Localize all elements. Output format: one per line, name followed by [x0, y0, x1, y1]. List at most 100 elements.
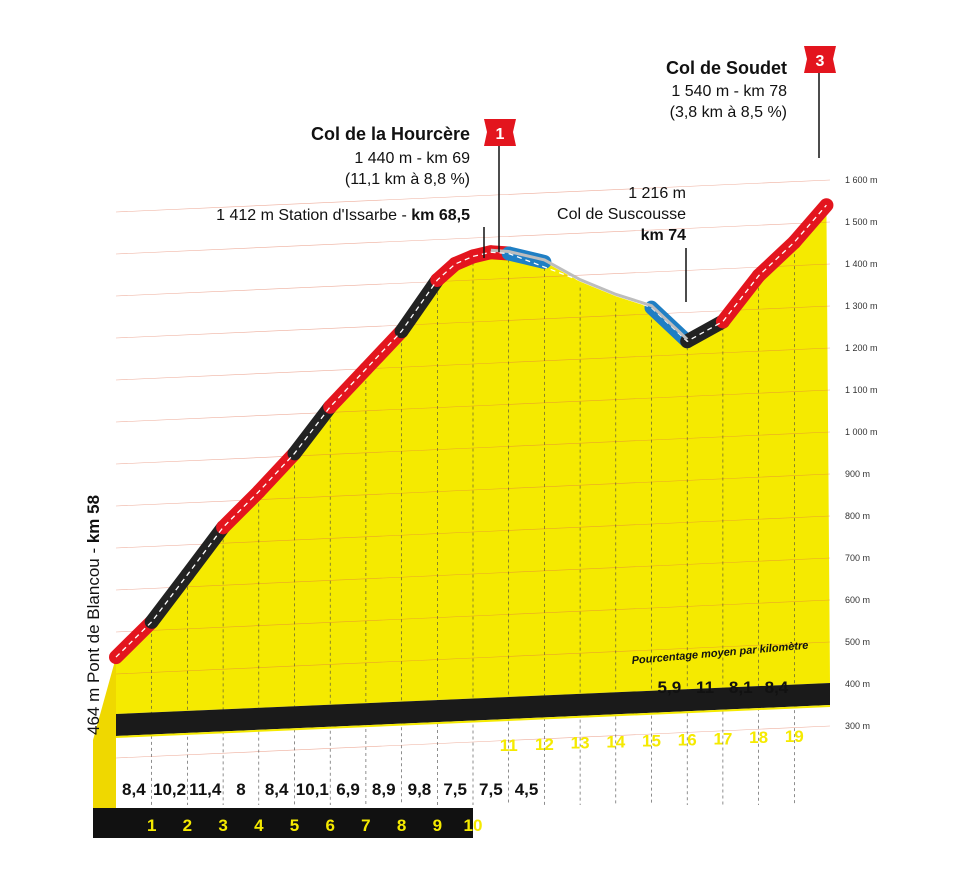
y-tick-label: 1 600 m — [845, 175, 878, 185]
gradient-label-km-1: 8,4 — [122, 780, 146, 799]
y-tick-label: 1 200 m — [845, 343, 878, 353]
soudet-stats: (3,8 km à 8,5 %) — [670, 104, 787, 121]
y-tick-label: 1 100 m — [845, 385, 878, 395]
gradient-labels: 8,4 10,2 11,4 8 8,4 10,1 6,9 8,9 9,8 7,5 7,5 4,5 5,9… — [122, 678, 789, 799]
gridline-1300 — [115, 305, 831, 339]
gridline-1600 — [115, 179, 831, 213]
km-marker-13: 13 — [571, 734, 590, 753]
y-tick-label: 300 m — [845, 721, 870, 731]
y-tick-label: 900 m — [845, 469, 870, 479]
km-marker-9: 9 — [433, 816, 442, 835]
annotation-suscousse: 1 216 m Col de Suscousse km 74 — [557, 185, 687, 302]
hourcere-stats: (11,1 km à 8,8 %) — [345, 171, 470, 188]
gradient-label-km-6: 10,1 — [296, 780, 329, 799]
gridline-700 — [115, 557, 831, 591]
km-marker-8: 8 — [397, 816, 406, 835]
gradient-label-km-2: 10,2 — [153, 780, 186, 799]
km-marker-16: 16 — [678, 730, 697, 749]
km-marker-12: 12 — [535, 735, 554, 754]
annotation-issarbe: 1 412 m Station d'Issarbe - km 68,5 — [216, 207, 485, 258]
elevation-axis-labels: 1 600 m 1 500 m 1 400 m 1 300 m 1 200 m 1 100… — [845, 175, 878, 731]
y-tick-label: 800 m — [845, 511, 870, 521]
gridline-900 — [115, 473, 831, 507]
y-tick-label: 700 m — [845, 553, 870, 563]
km-marker-1: 1 — [147, 816, 156, 835]
km-marker-4: 4 — [254, 816, 264, 835]
gradient-label-km-11: 7,5 — [479, 780, 503, 799]
gradient-label-km-7: 6,9 — [336, 780, 360, 799]
km-marker-5: 5 — [290, 816, 299, 835]
km-marker-3: 3 — [218, 816, 227, 835]
km-marker-14: 14 — [606, 733, 625, 752]
category-flag-1-number: 1 — [496, 126, 505, 143]
y-tick-label: 1 300 m — [845, 301, 878, 311]
elevation-gridlines — [115, 179, 831, 759]
soudet-elevation: 1 540 m - km 78 — [671, 83, 787, 100]
suscousse-km: km 74 — [641, 227, 686, 244]
suscousse-name: Col de Suscousse — [557, 206, 686, 223]
gradient-label-km-17: 11 — [696, 678, 714, 697]
gradient-label-km-4: 8 — [236, 780, 245, 799]
gradient-label-km-12: 4,5 — [515, 780, 539, 799]
gridline-1200 — [115, 347, 831, 381]
category-flag-3-number: 3 — [816, 53, 825, 70]
start-place: 464 m Pont de Blancou - — [84, 543, 103, 735]
gridline-1100 — [115, 389, 831, 423]
issarbe-text: 1 412 m Station d'Issarbe - — [216, 207, 411, 224]
hourcere-name: Col de la Hourcère — [311, 124, 470, 144]
km-marker-7: 7 — [361, 816, 370, 835]
start-km: km 58 — [84, 495, 103, 543]
gradient-ribbon — [109, 198, 834, 665]
y-tick-label: 1 400 m — [845, 259, 878, 269]
y-tick-label: 600 m — [845, 595, 870, 605]
soudet-name: Col de Soudet — [666, 58, 787, 78]
issarbe-km: km 68,5 — [411, 207, 470, 224]
gridline-800 — [115, 515, 831, 549]
category-flag-1-icon — [484, 119, 516, 146]
gradient-label-km-5: 8,4 — [265, 780, 289, 799]
km-marker-10: 10 — [464, 816, 483, 835]
gradient-label-km-3: 11,4 — [189, 780, 222, 799]
gradient-label-km-19: 8,4 — [765, 678, 789, 697]
suscousse-elevation: 1 216 m — [628, 185, 686, 202]
km-marker-17: 17 — [713, 729, 732, 748]
gridline-1400 — [115, 263, 831, 297]
km-marker-15: 15 — [642, 732, 661, 751]
km-marker-2: 2 — [183, 816, 192, 835]
ribbon-segment — [501, 246, 552, 269]
gradient-label-km-9: 9,8 — [408, 780, 432, 799]
hourcere-elevation: 1 440 m - km 69 — [354, 150, 470, 167]
ribbon-segment — [109, 614, 159, 665]
km-marker-6: 6 — [325, 816, 334, 835]
profile-base — [93, 683, 830, 838]
km-gridlines — [151, 248, 795, 805]
gridline-600 — [115, 599, 831, 633]
issarbe-label: 1 412 m Station d'Issarbe - km 68,5 — [216, 207, 470, 224]
y-tick-label: 500 m — [845, 637, 870, 647]
gridline-300 — [115, 725, 831, 759]
profile-side — [93, 657, 116, 812]
annotation-hourcere: 1 Col de la Hourcère 1 440 m - km 69 (11… — [311, 119, 516, 252]
y-tick-label: 400 m — [845, 679, 870, 689]
gradient-label-km-18: 8,1 — [729, 678, 753, 697]
km-marker-19: 19 — [785, 727, 804, 746]
category-flag-3-icon — [804, 46, 836, 73]
gridline-1500 — [115, 221, 831, 255]
descent-edge — [490, 248, 689, 341]
gradient-label-km-16: 5,9 — [658, 678, 682, 697]
base-gap — [116, 705, 830, 739]
gridline-1000 — [115, 431, 831, 465]
km-marker-11: 11 — [500, 736, 518, 755]
base-ribbon — [116, 683, 830, 737]
annotation-soudet: 3 Col de Soudet 1 540 m - km 78 (3,8 km … — [666, 46, 836, 158]
bottom-strip-main — [93, 808, 473, 838]
gradient-label-km-8: 8,9 — [372, 780, 396, 799]
start-label: 464 m Pont de Blancou - km 58 — [84, 495, 103, 735]
y-tick-label: 1 500 m — [845, 217, 878, 227]
gradient-label-km-10: 7,5 — [443, 780, 467, 799]
gridline-500 — [115, 641, 831, 675]
km-marker-18: 18 — [749, 728, 768, 747]
y-tick-label: 1 000 m — [845, 427, 878, 437]
